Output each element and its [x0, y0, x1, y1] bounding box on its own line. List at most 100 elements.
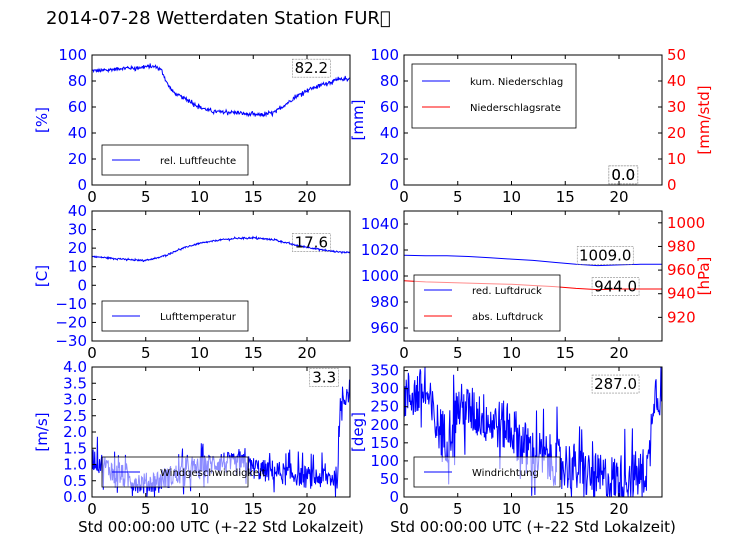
x-tick-label: 10 [190, 500, 209, 518]
x-tick-label: 15 [556, 500, 575, 518]
y-tick-label: 60 [68, 98, 87, 116]
annotation-box [291, 233, 331, 252]
x-tick-label: 5 [141, 344, 151, 362]
x-tick-label: 15 [556, 188, 575, 206]
value-annotation: 287.0 [594, 375, 637, 393]
y-tick-label: 1000 [361, 267, 399, 285]
series-line-temperature-0 [91, 235, 351, 263]
value-annotation: 0.0 [611, 166, 635, 184]
legend-label: kum. Niederschlag [470, 77, 563, 88]
y-axis-label: [deg] [349, 412, 367, 452]
y-tick-label: 1.0 [63, 456, 87, 474]
y-axis-label: [%] [33, 107, 51, 133]
legend-label: Niederschlagsrate [470, 103, 561, 114]
y-tick-label: −20 [55, 313, 87, 331]
y-tick-label: 20 [68, 239, 87, 257]
y-tick-label: 150 [370, 434, 399, 452]
x-tick-label: 15 [244, 344, 263, 362]
value-annotation: 82.2 [295, 59, 328, 77]
y-tick-label: 2.5 [63, 407, 87, 425]
x-tick-label: 0 [87, 500, 97, 518]
y-tick-label: 300 [370, 380, 399, 398]
y-right-tick-label: 980 [667, 237, 696, 255]
y-tick-label: −10 [55, 295, 87, 313]
y-tick-label: 0 [77, 276, 87, 294]
chart-pressure: 0 5 10 15 20 960 980 1000 1020 1040 920 940 960 980 10… [361, 210, 713, 362]
legend-label: red. Luftdruck [472, 286, 542, 297]
legend-label: Windgeschwindigkeit [160, 468, 266, 479]
x-tick-label: 20 [297, 344, 316, 362]
value-annotation: 944.0 [594, 278, 637, 296]
y-tick-label: 1040 [361, 215, 399, 233]
y-tick-label: 100 [58, 46, 87, 64]
x-tick-label: 0 [87, 188, 97, 206]
y-tick-label: 50 [380, 470, 399, 488]
y-axis-label: [mm] [349, 100, 367, 141]
x-tick-label: 10 [190, 188, 209, 206]
y-tick-label: 980 [370, 293, 399, 311]
y-tick-label: 20 [68, 150, 87, 168]
annotation-box [309, 368, 340, 387]
y-right-tick-label: 940 [667, 285, 696, 303]
y-tick-label: 0 [389, 176, 399, 194]
legend-label: abs. Luftdruck [472, 312, 543, 323]
x-tick-label: 0 [399, 188, 409, 206]
legend-box [413, 274, 561, 332]
y-tick-label: −30 [55, 332, 87, 350]
axes-frame [91, 210, 351, 342]
x-axis-label: Std 00:00:00 UTC (+-22 Std Lokalzeit) [78, 518, 364, 536]
y-tick-label: 3.0 [63, 391, 87, 409]
y-tick-label: 40 [380, 124, 399, 142]
y-tick-label: 350 [370, 362, 399, 380]
y-tick-label: 250 [370, 398, 399, 416]
y-tick-label: 60 [380, 98, 399, 116]
x-tick-label: 5 [453, 188, 463, 206]
x-tick-label: 10 [502, 188, 521, 206]
y-tick-label: 0.0 [63, 488, 87, 506]
series-line-wind-direction-0 [403, 366, 663, 498]
x-tick-label: 0 [399, 344, 409, 362]
axes-frame [91, 54, 351, 186]
y-tick-label: 0.5 [63, 472, 87, 490]
value-annotation: 3.3 [312, 369, 336, 387]
x-tick-label: 15 [556, 344, 575, 362]
y-tick-label: 100 [370, 46, 399, 64]
y-axis-label: [m/s] [33, 412, 51, 451]
x-tick-label: 20 [609, 344, 628, 362]
y-tick-label: 30 [68, 221, 87, 239]
y-tick-label: 200 [370, 416, 399, 434]
x-tick-label: 20 [297, 188, 316, 206]
y-right-tick-label: 1000 [667, 214, 705, 232]
value-annotation: 17.6 [295, 233, 328, 251]
y-tick-label: 2.0 [63, 423, 87, 441]
chart-wind-speed: 0 5 10 15 20 0.00.51.01.52.02.53.03.54.0 [m/s]… [33, 358, 364, 536]
annotation-box [591, 374, 640, 394]
y-right-tick-label: 50 [667, 46, 686, 64]
y-tick-label: 0 [77, 176, 87, 194]
x-tick-label: 10 [190, 344, 209, 362]
y-tick-label: 80 [68, 72, 87, 90]
y-tick-label: 40 [68, 124, 87, 142]
y-right-tick-label: 960 [667, 261, 696, 279]
chart-temperature: 0 5 10 15 20−30−20−10010203040[C]Lufttempera… [33, 202, 351, 362]
y-right-tick-label: 20 [667, 124, 686, 142]
y-tick-label: 100 [370, 452, 399, 470]
y-tick-label: 80 [380, 72, 399, 90]
series-line-humidity-0 [91, 63, 351, 118]
annotation-box [591, 277, 640, 296]
y-right-axis-label: [mm/std] [695, 85, 713, 154]
x-axis-label: Std 00:00:00 UTC (+-22 Std Lokalzeit) [390, 518, 676, 536]
y-tick-label: 1020 [361, 241, 399, 259]
x-tick-label: 15 [244, 188, 263, 206]
legend-box [411, 63, 577, 129]
x-tick-label: 5 [141, 188, 151, 206]
x-tick-label: 15 [244, 500, 263, 518]
x-tick-label: 0 [399, 500, 409, 518]
y-right-axis-label: [hPa] [695, 257, 713, 296]
y-right-tick-label: 40 [667, 72, 686, 90]
x-tick-label: 10 [502, 344, 521, 362]
y-right-tick-label: 920 [667, 308, 696, 326]
chart-precipitation: 0 5 10 15 20 0 20 40 60 80 100 0 10 20 30 40 50 [mm/std] [… [349, 46, 713, 206]
